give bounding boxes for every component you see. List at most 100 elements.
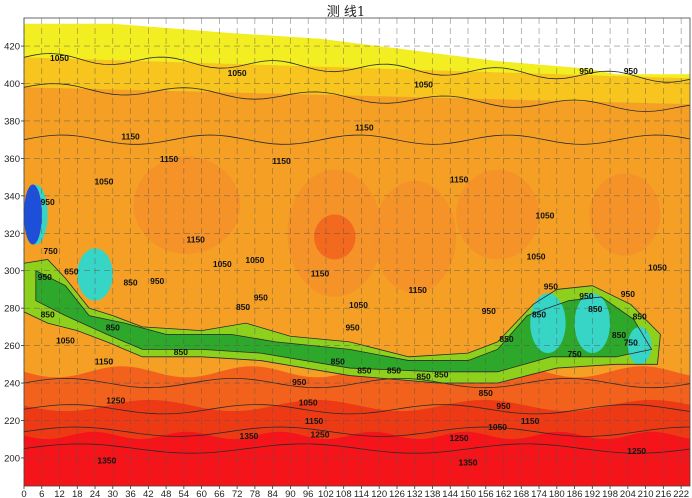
contour-label: 850: [612, 330, 626, 340]
contour-label: 850: [499, 334, 513, 344]
contour-label: 1250: [627, 446, 646, 456]
contour-label: 1150: [272, 156, 291, 166]
x-tick-label: 162: [496, 489, 512, 498]
contour-label: 650: [64, 266, 78, 276]
x-tick-label: 66: [214, 489, 225, 498]
x-tick-label: 54: [179, 489, 190, 498]
contour-label: 1050: [228, 68, 247, 78]
x-tick-label: 24: [90, 489, 101, 498]
x-tick-label: 120: [371, 489, 387, 498]
x-tick-label: 210: [638, 489, 654, 498]
x-tick-label: 72: [232, 489, 243, 498]
x-tick-label: 30: [108, 489, 119, 498]
y-tick-label: 280: [4, 304, 20, 315]
contour-label: 850: [387, 366, 401, 376]
contour-label: 950: [254, 293, 268, 303]
x-tick-label: 90: [285, 489, 296, 498]
y-tick-label: 340: [4, 191, 20, 202]
contour-label: 1050: [527, 251, 546, 261]
y-tick-label: 320: [4, 229, 20, 240]
x-tick-label: 96: [303, 489, 314, 498]
heatmap-spot-cyan-1: [530, 293, 566, 354]
y-tick-label: 380: [4, 116, 20, 127]
contour-label: 950: [38, 272, 52, 282]
contour-labels: 1050 1050 1050 950 950 1150 1150 1150 1150 1150 10…: [38, 53, 668, 467]
contour-label: 1050: [349, 300, 368, 310]
contour-label: 850: [123, 278, 137, 288]
contour-label: 1150: [355, 122, 374, 132]
contour-label: 850: [331, 356, 345, 366]
x-tick-label: 204: [620, 489, 636, 498]
contour-label: 1050: [414, 79, 433, 89]
contour-label: 1150: [305, 416, 324, 426]
contour-label: 950: [41, 197, 55, 207]
heatmap-blob-2: [373, 180, 457, 294]
contour-lines: [24, 53, 690, 454]
contour-label: 950: [482, 306, 496, 316]
y-tick-label: 200: [4, 453, 20, 464]
contour-label: 1050: [94, 177, 113, 187]
x-tick-label: 108: [336, 489, 352, 498]
heatmap-zone-green: [35, 270, 652, 372]
y-tick-label: 420: [4, 42, 20, 53]
contour-label: 750: [44, 246, 58, 256]
contour-line: [24, 83, 690, 112]
heatmap-spot-cyan-0: [77, 248, 113, 301]
contour-label: 1350: [239, 431, 258, 441]
heatmap-spot-blue: [24, 184, 42, 245]
heatmap-field: [24, 18, 690, 486]
x-tick-label: 216: [655, 489, 671, 498]
contour-label: 1050: [648, 263, 667, 273]
contour-label: 1150: [121, 132, 140, 142]
x-tick-label: 168: [513, 489, 529, 498]
x-tick-label: 48: [161, 489, 172, 498]
x-tick-label: 180: [549, 489, 565, 498]
contour-label: 1250: [311, 429, 330, 439]
contour-label: 1250: [106, 396, 125, 406]
x-tick-label: 138: [425, 489, 441, 498]
x-tick-label: 132: [407, 489, 423, 498]
contour-label: 850: [174, 347, 188, 357]
contour-label: 850: [357, 366, 371, 376]
contour-label: 850: [588, 304, 602, 314]
x-tick-label: 102: [318, 489, 334, 498]
contour-label: 950: [496, 401, 510, 411]
x-tick-label: 126: [389, 489, 405, 498]
x-tick-label: 42: [143, 489, 154, 498]
x-tick-label: 18: [72, 489, 83, 498]
x-tick-label: 6: [39, 489, 44, 498]
x-tick-label: 198: [602, 489, 618, 498]
contour-label: 1050: [535, 210, 554, 220]
contour-label: 1250: [450, 433, 469, 443]
x-tick-label: 150: [460, 489, 476, 498]
y-tick-label: 400: [4, 79, 20, 90]
heatmap-sky: [24, 18, 690, 75]
contour-label: 850: [434, 369, 448, 379]
contour-label: 750: [567, 349, 581, 359]
contour-label: 1050: [56, 336, 75, 346]
x-tick-label: 192: [584, 489, 600, 498]
contour-line: [24, 53, 690, 83]
x-tick-label: 114: [354, 489, 369, 498]
x-tick-label: 144: [442, 489, 458, 498]
contour-line: [24, 404, 690, 415]
contour-label: 950: [292, 377, 306, 387]
x-tick-label: 222: [673, 489, 689, 498]
contour-label: 950: [345, 323, 359, 333]
contour-label: 1150: [95, 356, 114, 366]
y-axis: 200 220 240 260 280 300 320 340 360 380 400 420: [4, 42, 24, 464]
contour-line: [24, 443, 690, 454]
x-tick-label: 0: [21, 489, 26, 498]
contour-label: 1150: [160, 154, 179, 164]
heatmap-band-deepred: [24, 431, 690, 486]
heatmap-blob-4: [589, 173, 661, 256]
x-tick-label: 78: [250, 489, 261, 498]
contour-label: 850: [106, 323, 120, 333]
x-tick-label: 12: [54, 489, 65, 498]
y-tick-label: 240: [4, 379, 20, 390]
x-tick-label: 156: [478, 489, 494, 498]
contour-label: 1150: [186, 235, 205, 245]
contour-label: 750: [624, 338, 638, 348]
